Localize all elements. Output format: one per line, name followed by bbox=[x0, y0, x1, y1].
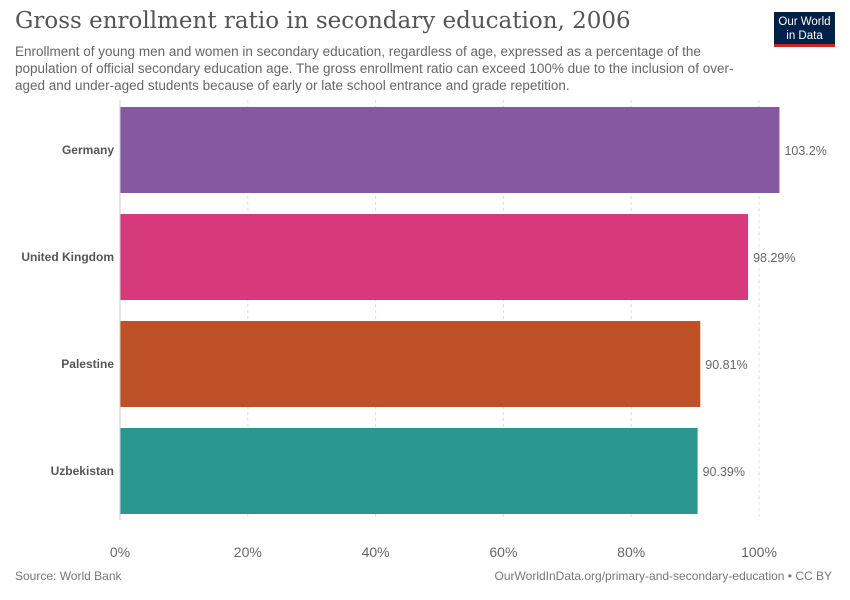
category-label: Uzbekistan bbox=[51, 464, 114, 478]
bar-united-kingdom[interactable] bbox=[120, 214, 749, 300]
x-tick-label: 80% bbox=[617, 544, 645, 560]
x-tick-label: 0% bbox=[110, 544, 130, 560]
logo-line-2: in Data bbox=[786, 30, 823, 42]
value-label: 90.81% bbox=[705, 358, 747, 372]
category-label: United Kingdom bbox=[21, 250, 114, 264]
value-label: 103.2% bbox=[784, 144, 826, 158]
x-tick-label: 100% bbox=[741, 544, 777, 560]
value-label: 98.29% bbox=[753, 251, 795, 265]
bar-germany[interactable] bbox=[120, 107, 780, 193]
x-tick-label: 40% bbox=[362, 544, 390, 560]
source-note: Source: World Bank bbox=[15, 569, 122, 583]
chart-subtitle: Enrollment of young men and women in sec… bbox=[15, 44, 734, 93]
category-label: Germany bbox=[62, 143, 114, 157]
bar-uzbekistan[interactable] bbox=[120, 428, 698, 514]
owid-logo[interactable]: Our World in Data bbox=[774, 12, 835, 47]
chart-title: Gross enrollment ratio in secondary educ… bbox=[15, 8, 631, 34]
url-license-link[interactable]: OurWorldInData.org/primary-and-secondary… bbox=[494, 569, 832, 583]
bar-palestine[interactable] bbox=[120, 321, 701, 407]
bar-chart: Germany 103.2% United Kingdom 98.29% Palesti… bbox=[21, 100, 827, 560]
x-tick-label: 20% bbox=[234, 544, 262, 560]
logo-line-1: Our World bbox=[778, 16, 831, 28]
x-tick-label: 60% bbox=[489, 544, 517, 560]
value-label: 90.39% bbox=[703, 465, 745, 479]
category-label: Palestine bbox=[61, 357, 114, 371]
